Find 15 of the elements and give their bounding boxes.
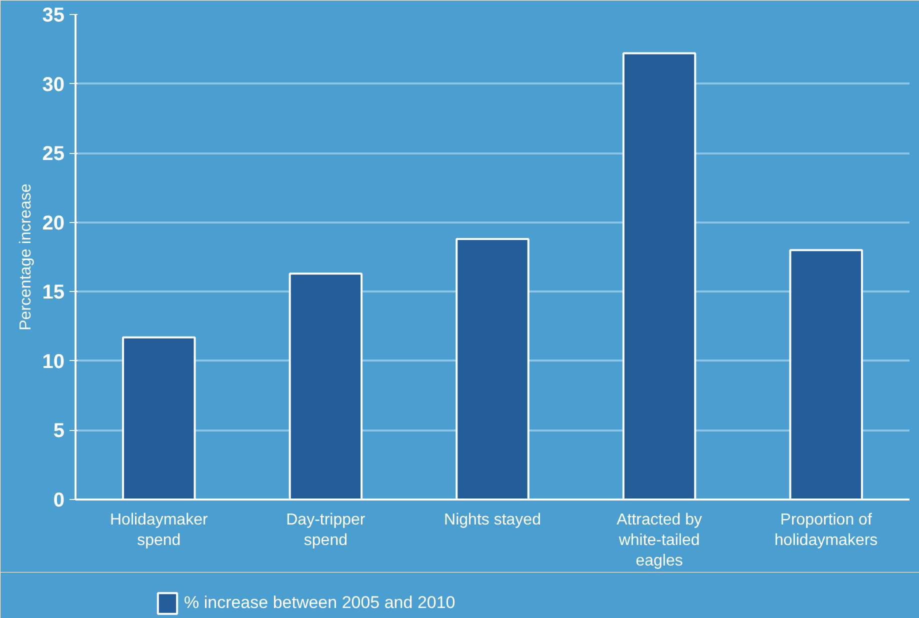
x-tick-label: Attracted by white-tailed eagles xyxy=(616,512,702,570)
y-tick-label: 0 xyxy=(53,490,64,512)
y-tick-label: 30 xyxy=(42,74,65,96)
y-tick-label: 20 xyxy=(42,212,65,234)
y-tick-label: 35 xyxy=(42,4,65,26)
legend-label: % increase between 2005 and 2010 xyxy=(184,593,456,613)
x-tick-label: Holidaymaker spend xyxy=(110,512,208,549)
y-axis-title: Percentage increase xyxy=(17,184,34,330)
x-tick-label: Day-tripper spend xyxy=(286,512,366,549)
x-tick-label: Nights stayed xyxy=(444,512,541,528)
y-tick-label: 25 xyxy=(42,143,65,166)
y-tick-label: 15 xyxy=(42,282,65,304)
y-tick-label: 10 xyxy=(42,350,65,373)
y-tick-label: 5 xyxy=(53,420,64,442)
x-tick-label: Proportion of holidaymakers xyxy=(774,512,878,549)
